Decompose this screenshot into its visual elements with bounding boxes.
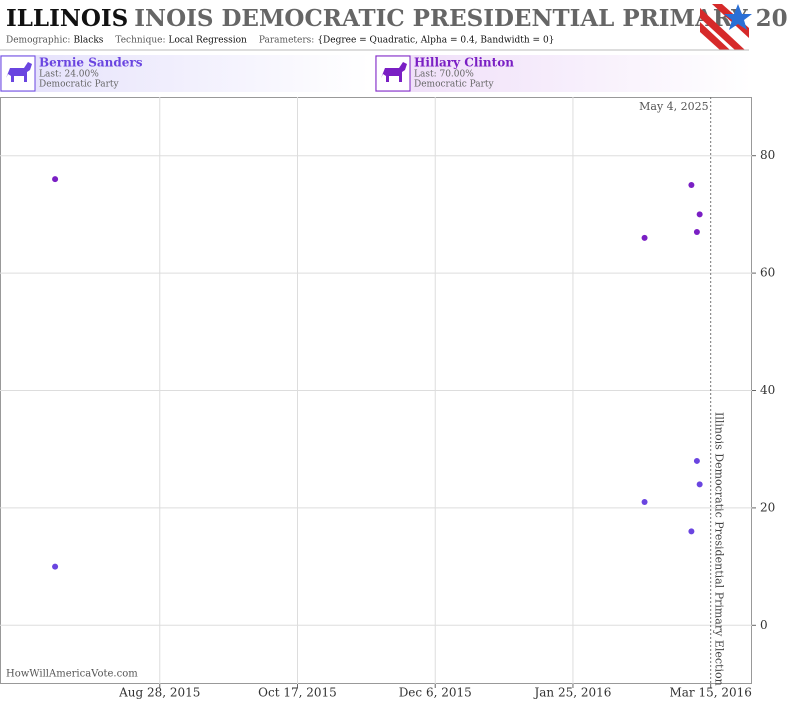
legend-last: Last: 24.00% (39, 70, 99, 80)
legend-party: Democratic Party (39, 80, 120, 90)
param-value: Local Regression (168, 36, 247, 46)
legend-bg (375, 55, 752, 92)
event-label: Illinois Democratic Presidential Primary… (713, 412, 726, 686)
y-tick-label: 20 (760, 500, 775, 514)
param-value: {Degree = Quadratic, Alpha = 0.4, Bandwi… (317, 36, 554, 46)
legend-party: Democratic Party (414, 80, 495, 90)
y-tick-label: 40 (760, 383, 775, 397)
point (52, 563, 59, 570)
y-tick-label: 80 (760, 148, 775, 162)
legend-name: Bernie Sanders (39, 56, 143, 70)
x-tick-label: Dec 6, 2015 (399, 686, 472, 700)
date-stamp: May 4, 2025 (639, 100, 709, 113)
legend-icon (381, 62, 407, 82)
legend-bg (0, 55, 370, 92)
title-lead: ILLINOIS (6, 5, 128, 32)
watermark: HowWillAmericaVote.com (6, 669, 138, 680)
point (688, 528, 695, 535)
point (688, 182, 695, 189)
x-tick-label: Oct 17, 2015 (258, 686, 337, 700)
x-tick-label: Jan 25, 2016 (532, 686, 611, 700)
x-tick-label: Mar 15, 2016 (669, 686, 751, 700)
legend-name: Hillary Clinton (414, 56, 514, 70)
point (693, 229, 700, 236)
point (52, 176, 59, 183)
point (641, 234, 648, 241)
param-key: Parameters: (259, 36, 314, 46)
y-tick-label: 60 (760, 266, 775, 280)
point (696, 481, 703, 488)
y-tick-label: 0 (760, 618, 768, 632)
param-key: Demographic: (6, 36, 70, 46)
param-value: Blacks (73, 36, 103, 46)
legend-icon (6, 62, 32, 82)
chart-title: INOIS DEMOCRATIC PRESIDENTIAL PRIMARY 20… (134, 5, 789, 32)
point (641, 499, 648, 506)
x-tick-label: Aug 28, 2015 (118, 686, 200, 700)
point (696, 211, 703, 218)
point (693, 457, 700, 464)
param-key: Technique: (115, 36, 165, 46)
logo (700, 4, 752, 50)
legend-last: Last: 70.00% (414, 70, 474, 80)
